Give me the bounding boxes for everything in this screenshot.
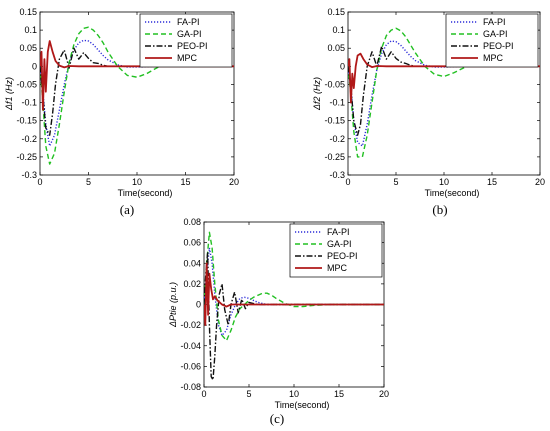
y-tick-label: 0.02 bbox=[183, 279, 201, 289]
legend-label: MPC bbox=[483, 53, 504, 63]
x-tick-label: 10 bbox=[289, 389, 299, 399]
x-tick-label: 20 bbox=[535, 177, 545, 187]
y-tick-label: -0.25 bbox=[16, 152, 37, 162]
x-tick-label: 15 bbox=[180, 177, 190, 187]
y-axis-label: Δf2 (Hz) bbox=[312, 77, 322, 111]
x-tick-label: 0 bbox=[345, 177, 350, 187]
y-tick-label: -0.08 bbox=[180, 382, 201, 392]
x-tick-label: 10 bbox=[439, 177, 449, 187]
series-line-mpc bbox=[40, 40, 234, 111]
y-axis-label: Δf1 (Hz) bbox=[4, 77, 14, 111]
y-tick-label: -0.06 bbox=[180, 361, 201, 371]
series-line-mpc bbox=[348, 52, 540, 104]
x-tick-label: 0 bbox=[37, 177, 42, 187]
y-tick-label: -0.1 bbox=[329, 98, 345, 108]
y-tick-label: -0.1 bbox=[21, 98, 37, 108]
legend-label: PEO-PI bbox=[177, 41, 208, 51]
legend-label: PEO-PI bbox=[327, 251, 358, 261]
y-tick-label: -0.25 bbox=[324, 152, 345, 162]
y-tick-label: -0.05 bbox=[16, 79, 37, 89]
chart-panel-c: 0 5 10 15 20 -0.08 -0.06 -0.04 -0.02 0 0.02 0.04 0.0… bbox=[168, 217, 389, 426]
y-tick-label: 0.05 bbox=[327, 43, 345, 53]
y-tick-label: 0.05 bbox=[19, 43, 37, 53]
y-tick-label: 0.15 bbox=[327, 7, 345, 17]
y-tick-label: -0.15 bbox=[16, 116, 37, 126]
legend: FA-PI GA-PI PEO-PI MPC bbox=[445, 13, 539, 68]
y-tick-label: -0.04 bbox=[180, 341, 201, 351]
legend: FA-PI GA-PI PEO-PI MPC bbox=[139, 13, 233, 68]
x-tick-label: 20 bbox=[229, 177, 239, 187]
y-tick-label: 0.1 bbox=[24, 25, 37, 35]
x-tick-label: 20 bbox=[379, 389, 389, 399]
x-axis-label: Time(second) bbox=[275, 400, 330, 410]
y-tick-label: -0.2 bbox=[329, 134, 345, 144]
y-tick-label: 0.04 bbox=[183, 258, 201, 268]
y-tick-label: -0.15 bbox=[324, 116, 345, 126]
series-line-peo-pi bbox=[348, 45, 540, 136]
legend: FA-PI GA-PI PEO-PI MPC bbox=[289, 223, 383, 278]
series-line-ga-pi bbox=[204, 231, 384, 342]
legend-label: GA-PI bbox=[177, 29, 202, 39]
series-line-mpc bbox=[204, 262, 384, 326]
x-tick-label: 5 bbox=[86, 177, 91, 187]
y-tick-label: 0.06 bbox=[183, 238, 201, 248]
panel-caption: (b) bbox=[432, 202, 447, 217]
x-tick-label: 15 bbox=[334, 389, 344, 399]
panel-caption: (c) bbox=[270, 411, 284, 426]
x-tick-label: 10 bbox=[132, 177, 142, 187]
x-tick-label: 15 bbox=[487, 177, 497, 187]
legend-label: PEO-PI bbox=[483, 41, 514, 51]
x-tick-label: 0 bbox=[201, 389, 206, 399]
x-tick-label: 5 bbox=[246, 389, 251, 399]
panel-caption: (a) bbox=[120, 202, 134, 217]
legend-label: FA-PI bbox=[483, 17, 506, 27]
x-axis-label: Time(second) bbox=[425, 188, 480, 198]
legend-label: MPC bbox=[327, 263, 348, 273]
legend-label: FA-PI bbox=[327, 227, 350, 237]
y-tick-label: -0.05 bbox=[324, 79, 345, 89]
y-tick-label: 0 bbox=[196, 300, 201, 310]
y-tick-label: -0.2 bbox=[21, 134, 37, 144]
chart-panel-a: 0 5 10 15 20 -0.3 -0.25 -0.2 -0.15 -0.1 -0.05 0 0.05… bbox=[4, 7, 239, 217]
y-tick-label: -0.3 bbox=[329, 170, 345, 180]
y-tick-label: 0.1 bbox=[332, 25, 345, 35]
legend-label: GA-PI bbox=[483, 29, 508, 39]
y-tick-label: 0.08 bbox=[183, 217, 201, 227]
y-tick-label: -0.02 bbox=[180, 320, 201, 330]
x-axis-label: Time(second) bbox=[118, 188, 173, 198]
y-tick-label: 0 bbox=[340, 61, 345, 71]
legend-label: MPC bbox=[177, 53, 198, 63]
legend-label: GA-PI bbox=[327, 239, 352, 249]
series-line-fa-pi bbox=[348, 40, 540, 147]
x-tick-label: 5 bbox=[393, 177, 398, 187]
y-tick-label: 0.15 bbox=[19, 7, 37, 17]
y-tick-label: 0 bbox=[32, 61, 37, 71]
series-line-peo-pi bbox=[204, 252, 384, 381]
y-tick-label: -0.3 bbox=[21, 170, 37, 180]
legend-label: FA-PI bbox=[177, 17, 200, 27]
chart-panel-b: 0 5 10 15 20 -0.3 -0.25 -0.2 -0.15 -0.1 -0.05 0 0.05… bbox=[312, 7, 545, 217]
y-axis-label: ΔPtie (p.u.) bbox=[168, 282, 178, 328]
